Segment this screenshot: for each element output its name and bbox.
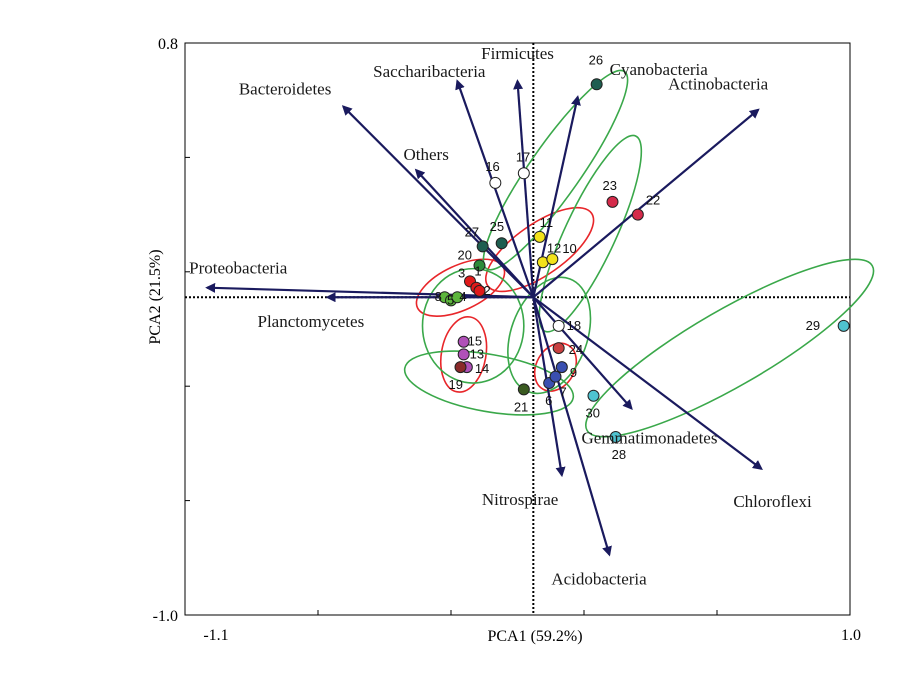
sample-point-label-30: 30 [586, 406, 600, 421]
sample-point-20 [473, 259, 486, 272]
sample-point-15 [457, 335, 470, 348]
vector-saccharibacteria [455, 79, 535, 298]
sample-point-27 [476, 240, 489, 253]
sample-point-label-28: 28 [612, 447, 626, 462]
vector-firmicutes [513, 79, 535, 298]
group-ellipse-green [421, 267, 525, 384]
sample-point-label-26: 26 [589, 52, 603, 67]
sample-point-23 [606, 195, 619, 208]
group-ellipse-green [403, 350, 575, 416]
sample-point-19 [454, 361, 467, 374]
sample-point-11 [533, 230, 546, 243]
sample-point-label-22: 22 [646, 193, 660, 208]
sample-point-26 [590, 78, 603, 91]
sample-point-label-23: 23 [603, 178, 617, 193]
sample-point-label-8: 8 [435, 289, 442, 304]
sample-point-17 [517, 167, 530, 180]
sample-point-2 [473, 284, 486, 297]
y-tick-label-bottom: -1.0 [153, 608, 178, 625]
sample-point-30 [587, 389, 600, 402]
sample-point-label-2: 2 [484, 283, 491, 298]
plot-frame [184, 42, 851, 616]
sample-point-label-14: 14 [475, 361, 489, 376]
sample-point-label-7: 7 [560, 385, 567, 400]
sample-point-label-6: 6 [545, 393, 552, 408]
sample-point-label-15: 15 [468, 334, 482, 349]
sample-point-label-10: 10 [562, 241, 576, 256]
sample-point-label-11: 11 [540, 215, 554, 230]
group-ellipse-green [584, 258, 875, 438]
sample-point-9 [555, 361, 568, 374]
vector-chloroflexi [532, 296, 763, 471]
sample-points [438, 78, 850, 444]
y-axis-label: PCA2 (21.5%) [147, 249, 164, 344]
sample-point-4 [451, 291, 464, 304]
sample-point-7 [549, 370, 562, 383]
group-ellipse-red [439, 316, 488, 393]
sample-point-label-19: 19 [449, 377, 463, 392]
vector-others [414, 168, 535, 298]
sample-point-label-17: 17 [516, 149, 530, 164]
sample-point-label-1: 1 [474, 264, 481, 279]
vector-label-chloroflexi: Chloroflexi [733, 492, 812, 511]
sample-point-label-27: 27 [465, 224, 479, 239]
sample-point-label-13: 13 [470, 346, 484, 361]
sample-point-label-29: 29 [806, 318, 820, 333]
group-ellipse-red [484, 206, 595, 293]
sample-point-21 [517, 383, 530, 396]
vector-label-saccharibacteria: Saccharibacteria [373, 62, 486, 81]
sample-point-24 [552, 342, 565, 355]
vector-label-cyanobacteria: Cyanobacteria [610, 60, 709, 79]
vector-label-acidobacteria: Acidobacteria [551, 570, 647, 589]
sample-point-25 [495, 237, 508, 250]
group-ellipse-red [533, 342, 578, 392]
sample-point-22 [631, 208, 644, 221]
sample-point-29 [837, 319, 850, 332]
sample-point-16 [489, 176, 502, 189]
group-ellipse-green [538, 134, 643, 333]
sample-point-label-5: 5 [447, 292, 454, 307]
vector-label-planctomycetes: Planctomycetes [258, 312, 365, 331]
vector-label-proteobacteria: Proteobacteria [189, 259, 288, 278]
sample-point-13 [457, 348, 470, 361]
sample-point-label-20: 20 [458, 247, 472, 262]
sample-point-label-25: 25 [490, 219, 504, 234]
sample-point-label-12: 12 [547, 240, 561, 255]
vector-bacteroidetes [341, 105, 535, 298]
sample-point-label-3: 3 [458, 265, 465, 280]
group-ellipses [403, 69, 875, 438]
x-tick-label-left: -1.1 [203, 627, 228, 644]
vector-actinobacteria [532, 108, 760, 299]
sample-point-label-21: 21 [514, 399, 528, 414]
x-tick-label-right: 1.0 [841, 627, 861, 644]
vector-label-nitrospirae: Nitrospirae [482, 490, 558, 509]
vector-label-firmicutes: Firmicutes [481, 44, 554, 63]
y-tick-label-top: 0.8 [158, 36, 178, 53]
sample-point-10 [546, 253, 559, 266]
sample-point-label-24: 24 [569, 342, 583, 357]
vector-label-bacteroidetes: Bacteroidetes [239, 80, 332, 99]
sample-point-18 [552, 319, 565, 332]
x-axis-label: PCA1 (59.2%) [487, 628, 582, 645]
vector-label-actinobacteria: Actinobacteria [668, 75, 769, 94]
sample-point-label-16: 16 [485, 159, 499, 174]
vector-gemmatimonadetes [532, 296, 633, 410]
sample-point-28 [609, 431, 622, 444]
axis-ticks [185, 156, 718, 615]
plot-area-border [184, 42, 851, 616]
sample-point-label-9: 9 [570, 365, 577, 380]
group-ellipse-green [482, 69, 629, 271]
vector-label-others: Others [404, 145, 449, 164]
vector-label-gemmatimonadetes: Gemmatimonadetes [582, 428, 718, 447]
sample-point-label-18: 18 [567, 318, 581, 333]
vector-acidobacteria [532, 296, 612, 557]
sample-point-label-4: 4 [459, 289, 466, 304]
